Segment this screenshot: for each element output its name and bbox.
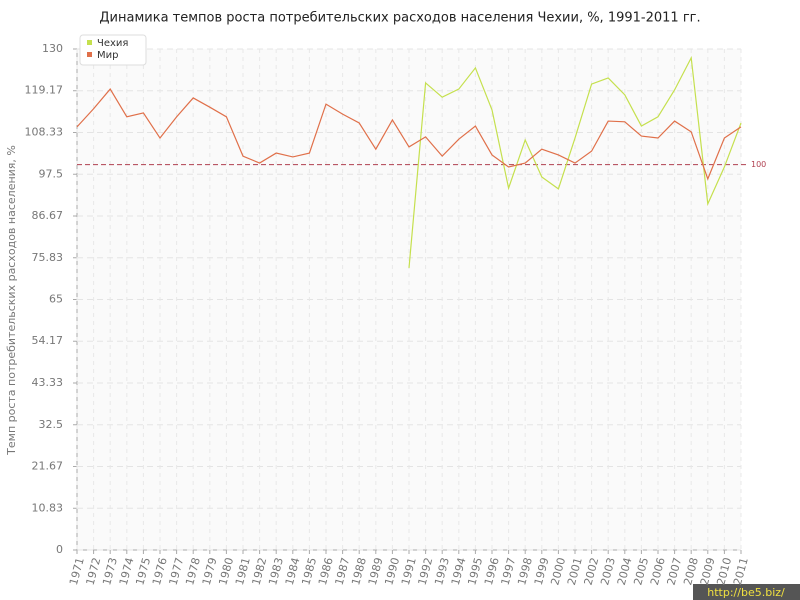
legend-box [79,34,147,66]
y-tick-label: 65 [49,293,63,306]
watermark-bg [693,584,800,600]
chart-title: Динамика темпов роста потребительских ра… [99,11,700,26]
legend-label: Мир [97,50,118,61]
series-line [408,55,742,268]
legend-swatch [87,40,92,45]
y-tick-label: 108.33 [25,126,64,139]
y-tick-label: 32.5 [39,418,64,431]
y-tick-label: 97.5 [39,167,64,180]
y-tick-label: 10.83 [32,501,64,514]
y-tick-label: 86.67 [32,209,64,222]
legend-label: Чехия [97,38,128,49]
y-axis-label: Темп роста потребительских расходов насе… [5,145,18,456]
reference-label: 100 [751,160,766,169]
x-tick-label: 2011 [731,556,751,586]
y-tick-label: 0 [56,543,63,556]
y-tick-label: 130 [42,42,63,55]
y-tick-label: 21.67 [32,459,64,472]
legend-swatch [87,52,92,57]
y-tick-label: 75.83 [32,251,64,264]
series-line [76,88,742,181]
y-tick-label: 43.33 [32,376,64,389]
y-tick-label: 54.17 [32,334,64,347]
y-tick-label: 119.17 [25,84,64,97]
watermark: http://be5.biz/ [707,586,785,599]
